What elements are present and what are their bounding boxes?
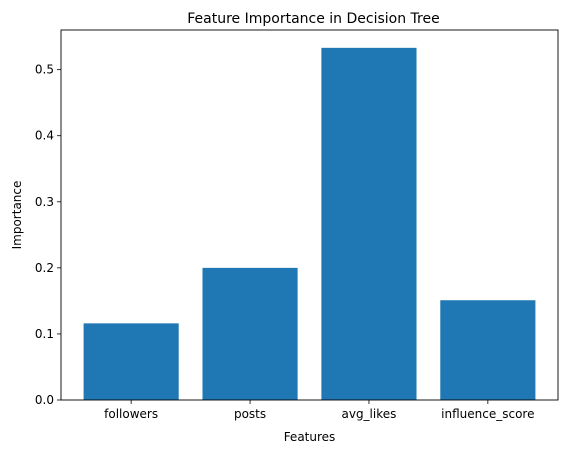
y-tick-label: 0.5 (35, 63, 54, 77)
y-axis-label: Importance (10, 181, 24, 250)
y-tick-label: 0.3 (35, 195, 54, 209)
x-tick-label: influence_score (441, 407, 534, 421)
y-tick-label: 0.4 (35, 129, 54, 143)
bar-influence-score (440, 300, 536, 400)
y-tick-label: 0.0 (35, 393, 54, 407)
x-tick-label: posts (234, 407, 266, 421)
bar-posts (202, 267, 298, 400)
x-tick-label: followers (104, 407, 158, 421)
bar-followers (83, 323, 179, 400)
y-tick-label: 0.2 (35, 261, 54, 275)
y-tick-label: 0.1 (35, 327, 54, 341)
plot-area: followers posts avg_likes influence_score 0.… (35, 47, 536, 421)
plot-frame (60, 29, 559, 401)
x-tick-label: avg_likes (341, 407, 396, 421)
x-axis-label: Features (284, 430, 336, 444)
bar-avg-likes (321, 47, 417, 401)
chart-title: Feature Importance in Decision Tree (187, 11, 439, 27)
